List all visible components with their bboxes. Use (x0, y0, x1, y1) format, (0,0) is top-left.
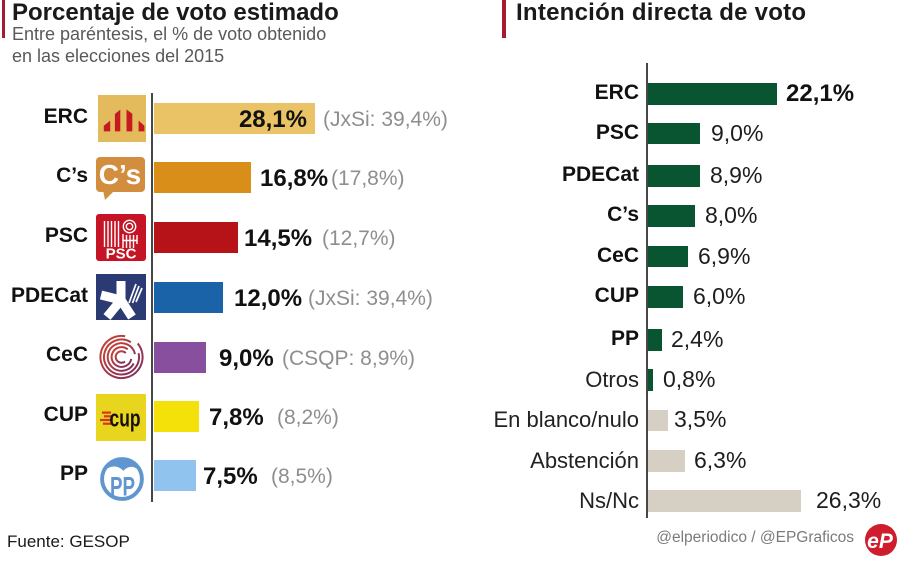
svg-text:PP: PP (110, 472, 135, 502)
svg-text:PSC: PSC (106, 246, 137, 262)
svg-text:eP: eP (867, 530, 894, 553)
svg-text:C’s: C’s (99, 159, 142, 190)
svg-text:cup: cup (110, 406, 141, 433)
